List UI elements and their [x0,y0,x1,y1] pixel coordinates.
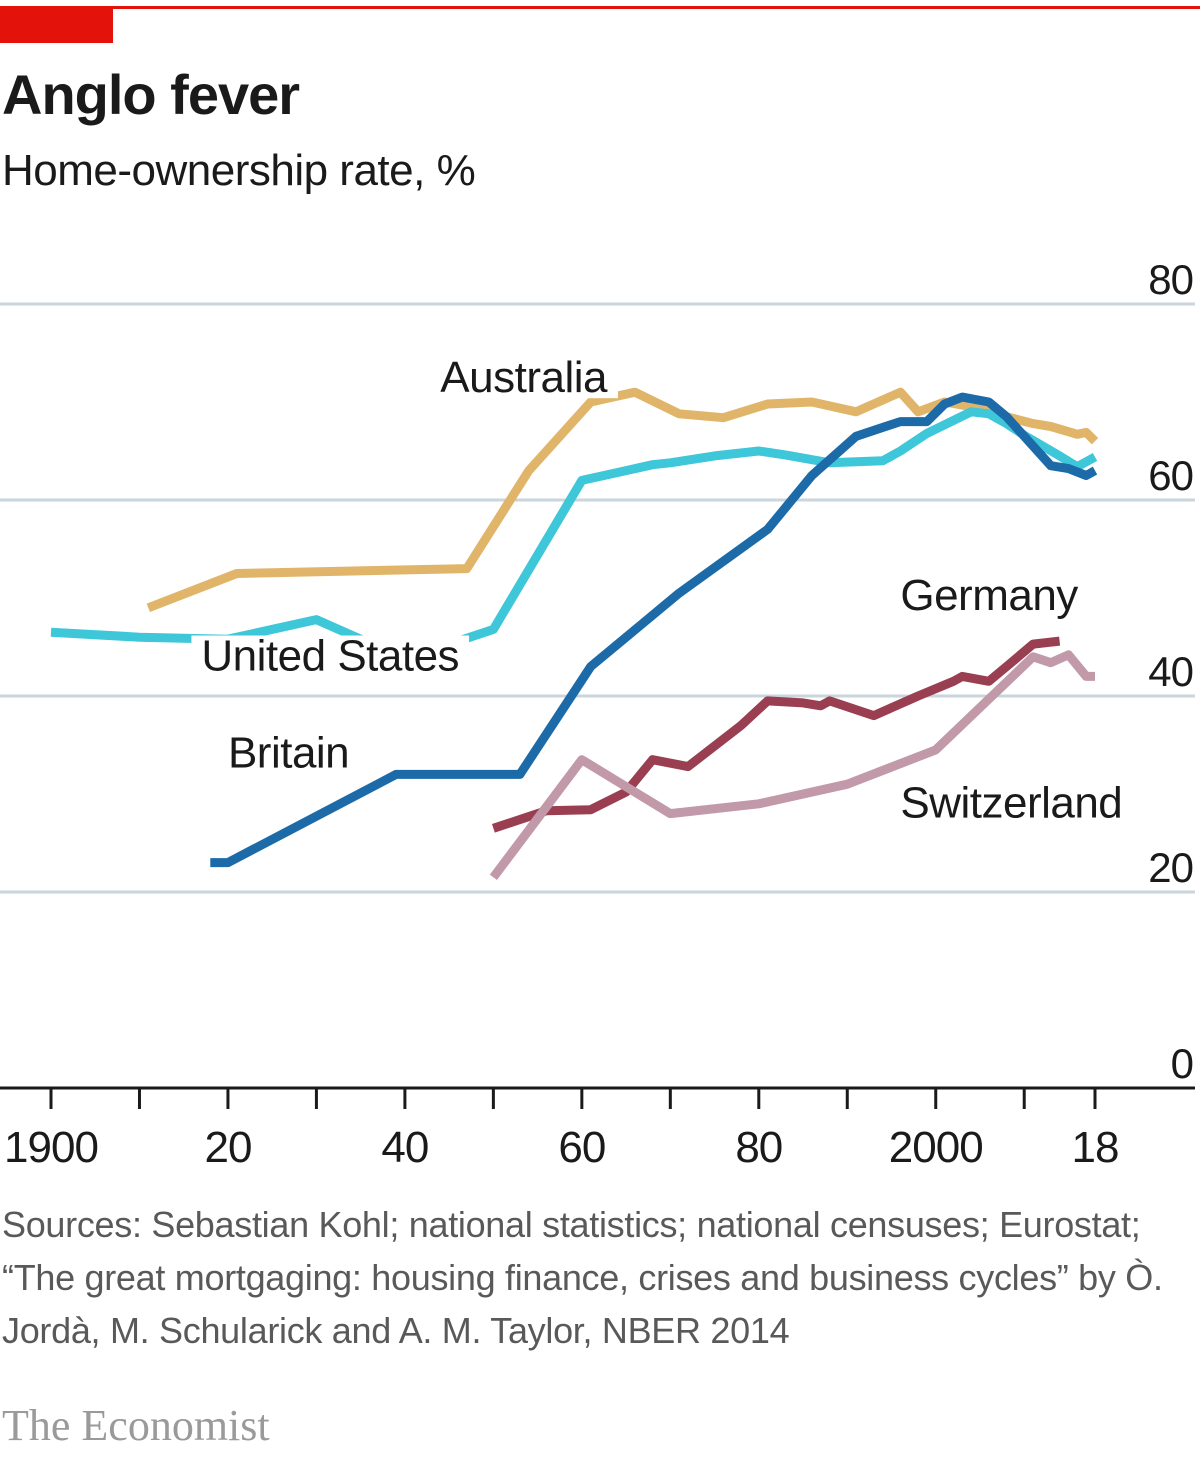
x-tick-label-1920: 20 [204,1123,251,1172]
series-line-switzerland [489,650,1095,881]
x-tick-label-1980: 80 [735,1123,782,1172]
series-label-australia: Australia [440,353,608,402]
series-label-bg-britain [217,732,360,774]
series-label-united-states: United States [201,632,459,681]
x-tick-label-1960: 60 [558,1123,605,1172]
top-red-tag [0,6,113,43]
series-line-united-states [50,407,1098,664]
brand-logo: The Economist [2,1401,270,1450]
y-tick-label-20: 20 [1148,844,1193,891]
sources-note: Sources: Sebastian Kohl; national statis… [2,1204,1163,1351]
series-label-bg-united-states [191,635,470,677]
y-tick-label-60: 60 [1148,452,1193,499]
y-tick-label-0: 0 [1171,1040,1193,1087]
series-line-australia [146,387,1099,612]
series-line-britain [210,392,1098,868]
y-axis-labels: 0 20 40 60 80 [1148,256,1194,1087]
series-label-bg-australia [430,357,619,399]
series-label-britain: Britain [228,729,349,778]
x-axis: 1900 20 40 60 80 2000 18 [0,1086,1195,1172]
line-chart: 0 20 40 60 80 Australia United States Britain G… [0,256,1195,1172]
x-tick-label-2018: 18 [1072,1123,1119,1172]
series-label-bg-switzerland [890,782,1133,824]
top-red-rule [0,6,1200,9]
series-labels: Australia United States Britain Germany Swit… [191,353,1133,828]
chart-subtitle: Home-ownership rate, % [2,146,476,195]
x-tick-label-2000: 2000 [889,1123,983,1172]
y-tick-label-40: 40 [1148,648,1193,695]
chart-title: Anglo fever [2,63,300,126]
x-tick-label-1900: 1900 [4,1123,98,1172]
series-label-switzerland: Switzerland [900,779,1122,828]
x-tick-label-1940: 40 [381,1123,428,1172]
y-tick-label-80: 80 [1148,256,1193,303]
series-label-germany: Germany [900,571,1078,620]
series-label-bg-germany [890,574,1089,616]
